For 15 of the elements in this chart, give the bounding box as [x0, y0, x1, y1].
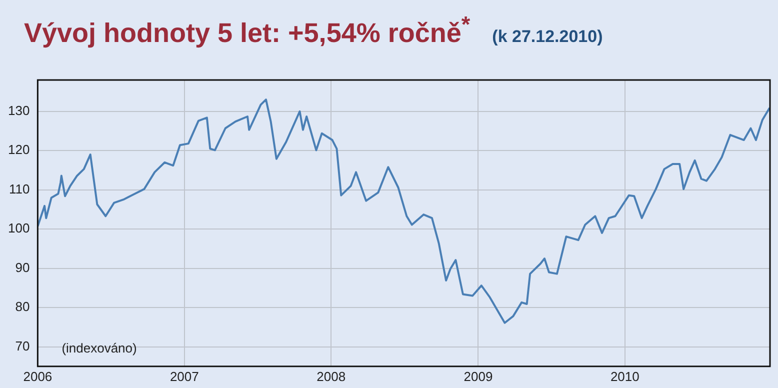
x-tick-label: 2010	[610, 368, 640, 384]
y-tick-label: 110	[8, 181, 30, 196]
x-tick-label: 2008	[316, 368, 346, 384]
y-tick-label: 70	[15, 338, 30, 354]
y-tick-label: 90	[15, 260, 30, 275]
x-tick-label: 2009	[464, 368, 493, 384]
chart-subtitle: (k 27.12.2010)	[492, 27, 603, 47]
x-tick-label: 2007	[170, 368, 199, 384]
y-tick-label: 80	[15, 299, 30, 314]
x-tick-label: 2006	[23, 368, 52, 384]
chart-title: Vývoj hodnoty 5 let: +5,54% ročně$^{*}$	[24, 12, 470, 49]
y-tick-label: 100	[8, 220, 30, 236]
y-tick-label: 130	[8, 102, 30, 118]
y-tick-label: 120	[8, 142, 30, 158]
annotation: (indexováno)	[62, 340, 137, 356]
